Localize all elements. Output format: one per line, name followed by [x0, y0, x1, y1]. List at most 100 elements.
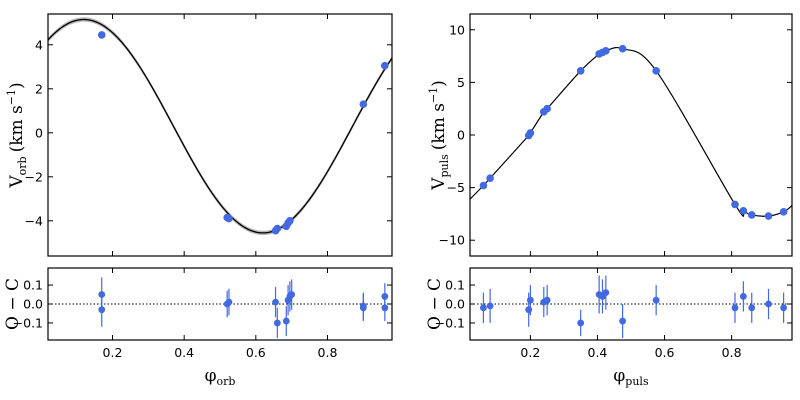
orbital-residuals-ytick-label: 0.1: [23, 278, 43, 293]
pulsation-velocity-ytick-label: 0: [457, 128, 465, 143]
orbital-residuals-ytick-label: −0.1: [13, 315, 43, 330]
orbital-residuals-data-point: [273, 319, 281, 327]
orbital-velocity-data-point: [273, 224, 282, 233]
pulsation-residuals-data-point: [543, 296, 551, 304]
orbital-residuals-data-point: [359, 302, 367, 310]
pulsation-residuals-xtick-label: 0.8: [722, 345, 742, 360]
pulsation-residuals-panel: 0.2 0.4 0.6 0.8 −0.1 0.0 0.1O − C φpuls: [425, 267, 793, 388]
orbital-velocity-data-point: [225, 214, 233, 223]
pulsation-residuals-ylabel: O − C: [425, 278, 445, 330]
pulsation-velocity-data-point: [731, 200, 739, 209]
orbital-velocity-uncertainty-band: [48, 17, 392, 236]
pulsation-velocity-plot-area: [470, 44, 792, 220]
orbital-residuals-data-point: [98, 306, 106, 314]
pulsation-velocity-ylabel-unit: (km s: [429, 103, 449, 150]
orbital-velocity-data-point: [359, 100, 368, 108]
orbital-velocity-data-point: [286, 217, 294, 225]
pulsation-velocity-data-point: [779, 208, 788, 216]
pulsation-velocity-data-point: [618, 44, 627, 53]
pulsation-velocity-ytick-label: −10: [439, 233, 465, 248]
orbital-velocity-data-point: [381, 61, 389, 70]
orbital-residuals-xtick-label: 0.8: [318, 345, 338, 360]
orbital-velocity-ylabel-unit: (km s: [7, 105, 27, 152]
pulsation-residuals-xlabel: φpuls: [613, 366, 649, 388]
orbital-velocity-frame: [47, 13, 393, 257]
pulsation-velocity-ytick-label: 5: [457, 75, 465, 90]
pulsation-velocity-ylabel-main: V: [429, 177, 449, 191]
orbital-residuals-ytick-label: 0.0: [23, 297, 43, 312]
orbital-velocity-model-line: [48, 18, 392, 234]
pulsation-residuals-data-point: [486, 302, 494, 310]
pulsation-residuals-xlabel-sub: puls: [625, 375, 649, 388]
pulsation-residuals-data-point: [652, 296, 660, 304]
pulsation-residuals-xtick-label: 0.6: [655, 345, 675, 360]
pulsation-velocity-model-line: [470, 46, 792, 217]
orbital-velocity-ytick-label: 2: [35, 81, 43, 96]
orbital-residuals-xlabel-main: φ: [205, 366, 217, 386]
pulsation-velocity-data-point: [486, 174, 494, 182]
pulsation-residuals-data-point: [780, 304, 788, 312]
pulsation-residuals-data-point: [602, 289, 610, 297]
pulsation-residuals-data-point: [526, 296, 534, 304]
pulsation-residuals-data-point: [480, 304, 487, 312]
pulsation-velocity-ylabel: Vpuls (km s−1): [427, 80, 451, 191]
orbital-residuals-xtick-label: 0.4: [174, 345, 194, 360]
orbital-residuals-ylabel: O − C: [3, 278, 23, 330]
orbital-residuals-data-point: [225, 298, 233, 306]
pulsation-residuals-ytick-label: 0.1: [445, 278, 465, 293]
orbital-velocity-ytick-label: 0: [35, 125, 43, 140]
pulsation-residuals-data-point: [739, 293, 747, 300]
orbital-residuals-data-point: [381, 304, 389, 312]
pulsation-velocity-data-point: [602, 47, 610, 55]
pulsation-velocity-data-point: [747, 211, 756, 219]
pulsation-residuals-ytick-label: −0.1: [435, 315, 465, 330]
pulsation-residuals-plot-area: [470, 275, 792, 339]
orbital-velocity-plot-area: [48, 17, 392, 236]
orbital-residuals-xlabel: φorb: [205, 366, 236, 388]
pulsation-velocity-data-point: [764, 212, 773, 220]
orbital-velocity-ylabel-exp: −1: [5, 89, 18, 105]
orbital-velocity-ytick-label: −4: [25, 213, 43, 228]
pulsation-velocity-data-point: [526, 129, 535, 137]
pulsation-velocity-data-point: [543, 104, 551, 113]
orbital-velocity-panel: −4 −2 0 2 4 Vorb (km s−1): [5, 13, 393, 257]
orbital-velocity-data-point: [97, 31, 106, 39]
pulsation-velocity-ylabel-close: ): [429, 80, 449, 87]
pulsation-residuals-xtick-label: 0.4: [588, 345, 608, 360]
pulsation-velocity-ylabel-exp: −1: [427, 87, 440, 103]
orbital-residuals-xtick-label: 0.6: [246, 345, 266, 360]
pulsation-velocity-data-point: [479, 181, 488, 190]
orbital-residuals-xlabel-sub: orb: [216, 375, 235, 388]
pulsation-residuals-xlabel-main: φ: [613, 366, 625, 386]
orbital-residuals-data-point: [272, 298, 279, 306]
pulsation-residuals-data-point: [577, 319, 585, 327]
pulsation-velocity-data-point: [652, 67, 660, 75]
orbital-residuals-xtick-label: 0.2: [103, 345, 123, 360]
pulsation-velocity-ytick-label: 10: [449, 22, 465, 37]
pulsation-velocity-ytick-label: −5: [447, 180, 465, 195]
pulsation-residuals-data-point: [748, 304, 756, 312]
pulsation-residuals-data-point: [731, 304, 739, 312]
pulsation-velocity-panel: −10 −5 0 5 10 Vpuls (km s−1): [427, 13, 793, 257]
orbital-velocity-ytick-label: 4: [35, 37, 43, 52]
orbital-residuals-data-point: [288, 291, 296, 298]
pulsation-velocity-data-point: [739, 206, 748, 215]
pulsation-residuals-ytick-label: 0.0: [445, 297, 465, 312]
orbital-residuals-data-point: [282, 317, 290, 325]
orbital-velocity-ytick-label: −2: [25, 169, 43, 184]
orbital-residuals-panel: 0.2 0.4 0.6 0.8 −0.1 0.0 0.1O − C φorb: [3, 267, 393, 388]
orbital-residuals-ylabel-main: O − C: [3, 278, 23, 330]
orbital-velocity-ylabel: Vorb (km s−1): [5, 82, 29, 188]
pulsation-residuals-data-point: [765, 300, 772, 308]
pulsation-residuals-ylabel-main: O − C: [425, 278, 445, 330]
orbital-velocity-ylabel-sub: orb: [16, 156, 29, 175]
pulsation-residuals-data-point: [619, 317, 627, 325]
pulsation-residuals-data-point: [525, 306, 533, 314]
orbital-residuals-plot-area: [48, 277, 392, 339]
pulsation-velocity-ylabel-sub: puls: [438, 154, 451, 178]
orbital-velocity-ylabel-close: ): [7, 82, 27, 89]
orbital-velocity-ylabel-main: V: [7, 175, 27, 189]
pulsation-velocity-data-point: [576, 67, 585, 75]
pulsation-residuals-xtick-label: 0.2: [520, 345, 540, 360]
